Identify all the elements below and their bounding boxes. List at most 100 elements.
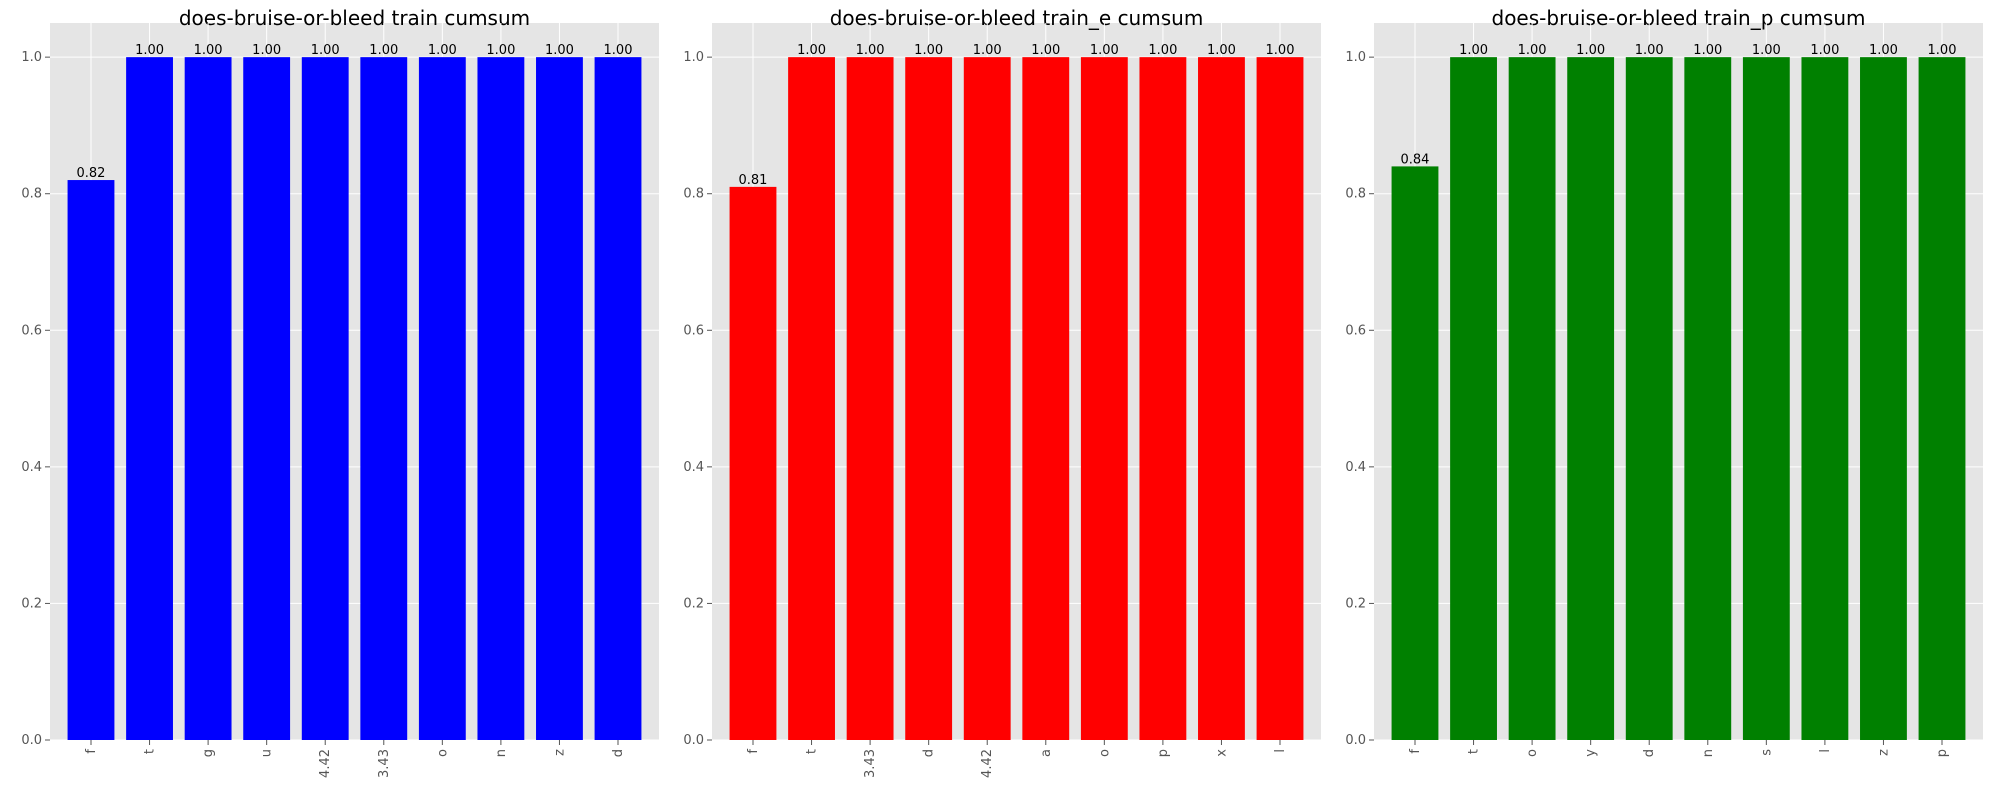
y-tick-label: 0.8: [21, 187, 42, 202]
bar-value-label: 1.00: [369, 43, 398, 58]
y-tick-label: 0.8: [683, 187, 704, 202]
x-tick-label: y: [1584, 749, 1599, 757]
bar: [184, 57, 232, 740]
y-tick-label: 0.2: [21, 596, 42, 611]
bar-value-label: 1.00: [1518, 43, 1547, 58]
x-tick-label: z: [1876, 749, 1891, 756]
x-tick-label: s: [1759, 749, 1774, 756]
y-tick-label: 1.0: [21, 50, 42, 65]
bar: [1450, 57, 1497, 740]
bar: [594, 57, 642, 740]
y-tick-label: 0.4: [21, 460, 42, 475]
y-tick-label: 0.4: [1345, 460, 1366, 475]
bar-value-label: 1.00: [1459, 43, 1488, 58]
x-tick-label: g: [201, 749, 216, 757]
x-tick-label: t: [143, 749, 158, 754]
chart-panel-3: does-bruise-or-bleed train_p cumsum f t o y…: [1345, 6, 1983, 757]
bar: [1742, 57, 1790, 740]
bar: [1684, 57, 1732, 740]
bar: [1198, 57, 1245, 740]
x-tick-label: l: [1818, 749, 1833, 753]
bar: [1080, 57, 1128, 740]
bar: [1625, 57, 1673, 740]
bar-value-label: 1.00: [1207, 43, 1236, 58]
y-axis-3: 0.0 0.2 0.4 0.6 0.8 1.0: [1345, 50, 1374, 748]
x-tick-label: n: [1701, 749, 1716, 757]
bar-series-2: [729, 57, 1304, 740]
x-tick-label: t: [805, 749, 820, 754]
x-axis-2: f t 3.43 d 4.42 a o p x l: [746, 740, 1288, 778]
data-labels-3: 0.84 1.00 1.00 1.00 1.00 1.00 1.00 1.00 1.00 1.00: [1401, 43, 1957, 167]
bar-value-label: 1.00: [1869, 43, 1898, 58]
chart-panel-2: does-bruise-or-bleed train_e cumsum f t 3.…: [683, 6, 1321, 778]
y-axis-2: 0.0 0.2 0.4 0.6 0.8 1.0: [683, 50, 712, 748]
bar-value-label: 1.00: [1148, 43, 1177, 58]
bar-value-label: 1.00: [486, 43, 515, 58]
bar: [846, 57, 894, 740]
y-tick-label: 0.8: [1345, 187, 1366, 202]
x-tick-label: 3.43: [863, 749, 878, 778]
bar-value-label: 0.82: [77, 166, 106, 181]
bar: [729, 186, 777, 740]
bar-value-label: 1.00: [545, 43, 574, 58]
chart-panel-1: does-bruise-or-bleed train cumsum f t g u 4.…: [21, 6, 659, 778]
x-tick-label: f: [84, 749, 99, 754]
bar: [477, 57, 525, 740]
x-tick-label: z: [552, 749, 567, 756]
y-tick-label: 0.4: [683, 460, 704, 475]
bar-series-1: [67, 57, 642, 741]
bar-series-3: [1391, 57, 1966, 740]
x-tick-label: a: [1039, 749, 1054, 757]
bar-value-label: 1.00: [856, 43, 885, 58]
bar: [1801, 57, 1849, 740]
x-tick-label: f: [746, 749, 761, 754]
x-tick-label: 3.43: [377, 749, 392, 778]
bar-value-label: 1.00: [797, 43, 826, 58]
bar-value-label: 1.00: [1693, 43, 1722, 58]
y-tick-label: 0.0: [683, 733, 704, 748]
data-labels-1: 0.82 1.00 1.00 1.00 1.00 1.00 1.00 1.00 1.00 1.00: [77, 43, 633, 181]
bar: [360, 57, 408, 740]
bar: [1139, 57, 1187, 740]
x-tick-label: l: [1273, 749, 1288, 753]
bar-value-label: 1.00: [194, 43, 223, 58]
bar: [788, 57, 835, 740]
data-labels-2: 0.81 1.00 1.00 1.00 1.00 1.00 1.00 1.00 1.00 1.00: [739, 43, 1295, 188]
x-tick-label: f: [1408, 749, 1423, 754]
bar: [126, 57, 173, 740]
bar-value-label: 1.00: [428, 43, 457, 58]
bar-value-label: 1.00: [1928, 43, 1957, 58]
x-tick-label: d: [611, 749, 626, 757]
x-tick-label: o: [435, 749, 450, 757]
y-tick-label: 0.6: [683, 323, 704, 338]
bar: [1022, 57, 1070, 740]
x-tick-label: u: [260, 749, 275, 757]
bar-value-label: 1.00: [252, 43, 281, 58]
x-tick-label: 4.42: [318, 749, 333, 778]
bar-value-label: 1.00: [1752, 43, 1781, 58]
x-axis-1: f t g u 4.42 3.43 o n z d: [84, 740, 626, 778]
bar: [536, 57, 583, 740]
bar: [1567, 57, 1615, 740]
x-tick-label: x: [1214, 749, 1229, 757]
y-tick-label: 0.6: [21, 323, 42, 338]
x-tick-label: p: [1156, 749, 1171, 757]
bar-value-label: 0.81: [739, 173, 768, 188]
bar: [243, 57, 291, 740]
bar-value-label: 1.00: [604, 43, 633, 58]
y-tick-label: 0.6: [1345, 323, 1366, 338]
bar: [301, 57, 349, 740]
bar-value-label: 1.00: [135, 43, 164, 58]
bar: [905, 57, 953, 740]
bar-value-label: 0.84: [1401, 152, 1430, 167]
bar: [1918, 57, 1966, 740]
bar-value-label: 1.00: [1266, 43, 1295, 58]
chart-title-3: does-bruise-or-bleed train_p cumsum: [1492, 6, 1866, 30]
x-tick-label: o: [1525, 749, 1540, 757]
bar-value-label: 1.00: [914, 43, 943, 58]
bar: [1256, 57, 1304, 740]
bar-value-label: 1.00: [311, 43, 340, 58]
bar-value-label: 1.00: [973, 43, 1002, 58]
